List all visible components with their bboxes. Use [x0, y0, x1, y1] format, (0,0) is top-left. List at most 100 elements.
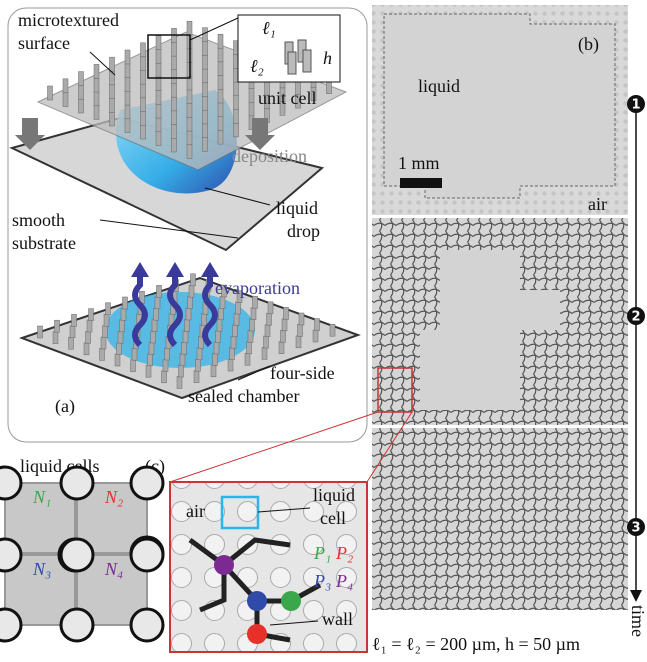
cell-label: N₂ [104, 487, 123, 507]
pillar [249, 102, 254, 116]
pillar [187, 131, 192, 145]
pillar [196, 359, 201, 371]
pillar [218, 75, 223, 89]
pillar [141, 57, 146, 71]
symbol: P₄ [335, 571, 353, 591]
pillar [155, 297, 160, 309]
pillar [94, 78, 99, 92]
panel-label: (a) [55, 396, 75, 417]
point [214, 555, 234, 575]
pillar [69, 337, 74, 349]
pillar [234, 82, 239, 96]
image-frame [372, 428, 628, 610]
pillar [156, 63, 161, 77]
pillar [183, 331, 188, 343]
pillar [156, 49, 161, 63]
label: sealed chamber [188, 386, 299, 406]
pillar [125, 50, 130, 64]
wall-arc [61, 467, 93, 499]
label: microtextured [18, 10, 119, 30]
pillar [149, 342, 154, 354]
pillar [151, 331, 156, 343]
label: 1 mm [398, 153, 440, 173]
pillar [267, 313, 272, 325]
pillar [110, 71, 115, 85]
pillar [228, 359, 233, 371]
pillar [284, 307, 289, 319]
label: liquid [418, 76, 460, 96]
point [247, 624, 267, 644]
pillar [179, 365, 184, 377]
pillar [203, 28, 208, 42]
label: liquid [276, 198, 318, 218]
pillar [131, 360, 136, 372]
pillar [245, 353, 250, 365]
pillar [218, 116, 223, 130]
pillar [172, 97, 177, 111]
pillar [172, 124, 177, 138]
pillar [106, 303, 111, 315]
pillar [94, 92, 99, 106]
pillar [230, 348, 235, 360]
cell-grid: N₁N₂N₃N₄ [0, 467, 163, 641]
pillar [218, 48, 223, 62]
pillar [236, 302, 241, 314]
label: surface [18, 33, 70, 53]
pillar [315, 319, 320, 331]
step-number: 3 [631, 521, 640, 536]
wall-arc [0, 609, 21, 641]
pillar [110, 57, 115, 71]
wall-arc [61, 609, 93, 641]
label: smooth [12, 210, 65, 230]
point [247, 591, 267, 611]
pillar [156, 90, 161, 104]
pillar [194, 371, 199, 383]
cell-label: N₃ [32, 559, 51, 579]
label: liquid [313, 485, 355, 505]
label: deposition [232, 146, 307, 166]
pillar [217, 319, 222, 331]
pillar [89, 309, 94, 321]
label: air [186, 501, 205, 521]
pillar [115, 354, 120, 366]
pillar [211, 365, 216, 377]
pillar [188, 297, 193, 309]
pillar [298, 324, 303, 336]
symbol: ℓ₁ [262, 18, 276, 38]
pillar [264, 336, 269, 348]
pillar [121, 308, 126, 320]
pillar [197, 348, 202, 360]
pillar [279, 342, 284, 354]
label: drop [287, 221, 320, 241]
symbol: h [323, 48, 332, 68]
pillar [203, 41, 208, 55]
pillar [103, 326, 108, 338]
pillar [330, 324, 335, 336]
pillar [218, 34, 223, 48]
pillar [79, 85, 84, 99]
figure: microtextured surface unit cell ℓ₁ ℓ₂ h … [0, 0, 647, 662]
pillar [63, 93, 68, 107]
pillar [177, 376, 182, 388]
wall-arc [131, 609, 163, 641]
pillar [172, 83, 177, 97]
pillar [172, 138, 177, 152]
pillar [251, 308, 256, 320]
pillar [79, 99, 84, 113]
label: wall [322, 609, 353, 629]
pillar [187, 117, 192, 131]
pillar [141, 98, 146, 112]
point [281, 591, 301, 611]
axis-label: time [628, 605, 647, 637]
pillar [120, 320, 125, 332]
pillar [219, 308, 224, 320]
pillar [296, 336, 301, 348]
pillar [157, 285, 162, 297]
pillar [220, 296, 225, 308]
wall-arc [0, 539, 21, 571]
pillar [187, 103, 192, 117]
pillar [172, 111, 177, 125]
pillar [72, 314, 77, 326]
panel-a: microtextured surface unit cell ℓ₁ ℓ₂ h … [8, 8, 367, 442]
